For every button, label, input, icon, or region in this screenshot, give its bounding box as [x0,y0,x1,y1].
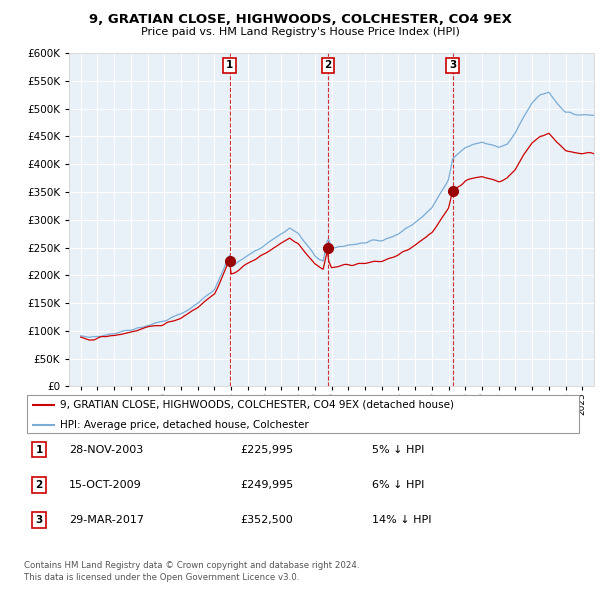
Text: 15-OCT-2009: 15-OCT-2009 [69,480,142,490]
Text: 3: 3 [35,516,43,525]
Text: £249,995: £249,995 [240,480,293,490]
Text: £352,500: £352,500 [240,516,293,525]
Text: Price paid vs. HM Land Registry's House Price Index (HPI): Price paid vs. HM Land Registry's House … [140,27,460,37]
FancyBboxPatch shape [27,395,579,433]
Text: 3: 3 [449,60,456,70]
Text: 2: 2 [325,60,332,70]
Text: This data is licensed under the Open Government Licence v3.0.: This data is licensed under the Open Gov… [24,572,299,582]
Text: 28-NOV-2003: 28-NOV-2003 [69,445,143,454]
Text: 6% ↓ HPI: 6% ↓ HPI [372,480,424,490]
Text: 29-MAR-2017: 29-MAR-2017 [69,516,144,525]
Text: 14% ↓ HPI: 14% ↓ HPI [372,516,431,525]
Text: 1: 1 [226,60,233,70]
Text: HPI: Average price, detached house, Colchester: HPI: Average price, detached house, Colc… [60,420,309,430]
Text: 2: 2 [35,480,43,490]
Text: 9, GRATIAN CLOSE, HIGHWOODS, COLCHESTER, CO4 9EX: 9, GRATIAN CLOSE, HIGHWOODS, COLCHESTER,… [89,13,511,26]
Text: £225,995: £225,995 [240,445,293,454]
Text: 1: 1 [35,445,43,454]
Text: Contains HM Land Registry data © Crown copyright and database right 2024.: Contains HM Land Registry data © Crown c… [24,560,359,570]
Text: 9, GRATIAN CLOSE, HIGHWOODS, COLCHESTER, CO4 9EX (detached house): 9, GRATIAN CLOSE, HIGHWOODS, COLCHESTER,… [60,400,454,410]
Text: 5% ↓ HPI: 5% ↓ HPI [372,445,424,454]
